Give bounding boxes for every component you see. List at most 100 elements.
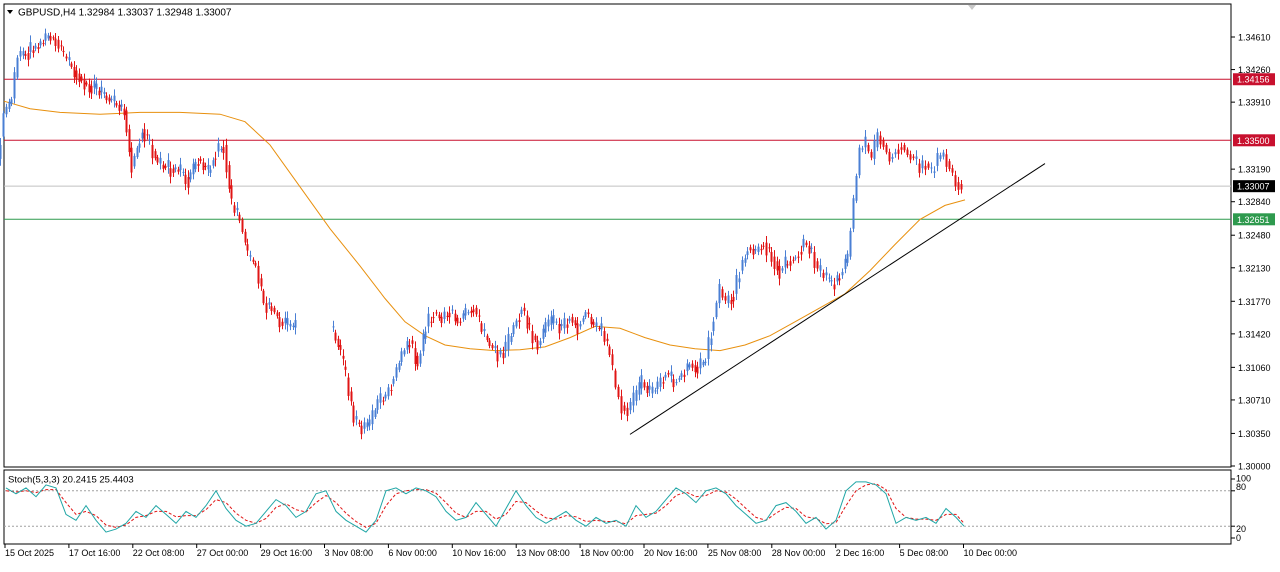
candle-body — [138, 143, 141, 148]
candle-body — [805, 242, 808, 246]
candle-body — [88, 84, 91, 93]
candle-body — [128, 129, 131, 153]
current-price-label: 1.33007 — [1237, 182, 1270, 192]
candle-body — [209, 169, 212, 173]
candle-body — [861, 148, 864, 150]
trend-line[interactable] — [629, 163, 1046, 435]
symbol-dropdown-icon[interactable] — [7, 10, 13, 14]
candle-body — [443, 311, 446, 319]
candle-body — [550, 316, 553, 325]
candle-body — [392, 378, 395, 384]
candle-body — [355, 416, 358, 420]
candle-body — [833, 284, 836, 290]
candle-body — [903, 144, 906, 151]
price-tick-label: 1.32480 — [1238, 231, 1271, 241]
symbol-info: GBPUSD,H4 1.32984 1.33037 1.32948 1.3300… — [18, 8, 232, 19]
candle-body — [744, 258, 747, 263]
candle-body — [870, 151, 873, 158]
candle-body — [608, 346, 611, 355]
price-panel[interactable] — [3, 3, 1232, 468]
candle-body — [721, 289, 724, 298]
stoch-level-0: 0 — [1236, 533, 1241, 543]
candle-body — [85, 82, 88, 85]
candle-body — [776, 261, 779, 271]
candle-body — [182, 171, 185, 173]
candle-body — [852, 198, 855, 229]
candle-body — [202, 162, 205, 170]
candle-body — [446, 315, 449, 317]
candle-body — [459, 321, 462, 323]
candle-body — [57, 39, 60, 49]
candle-body — [29, 42, 32, 52]
candle-body — [773, 256, 776, 269]
candle-body — [587, 312, 590, 315]
candle-body — [199, 158, 202, 162]
candle-body — [858, 147, 861, 176]
candle-body — [54, 38, 57, 46]
candle-body — [456, 317, 459, 324]
candle-body — [42, 43, 45, 45]
candle-body — [233, 205, 236, 213]
candle-body — [177, 169, 180, 172]
candle-body — [268, 302, 271, 305]
candle-body — [270, 306, 273, 312]
candle-body — [590, 317, 593, 325]
candle-body — [204, 165, 207, 168]
candle-body — [276, 312, 279, 317]
candle-body — [927, 163, 930, 168]
candle-body — [448, 312, 451, 318]
candle-body — [451, 309, 454, 311]
candle-body — [813, 251, 816, 268]
candle-body — [867, 144, 870, 152]
time-tick-label: 22 Oct 08:00 — [133, 548, 185, 558]
candle-body — [141, 132, 144, 139]
scroll-marker-icon[interactable] — [968, 5, 976, 10]
candle-body — [73, 67, 76, 78]
candle-body — [432, 317, 435, 319]
candle-body — [115, 103, 118, 106]
stoch-level-80: 80 — [1236, 482, 1246, 492]
candle-body — [19, 51, 22, 57]
candle-body — [855, 175, 858, 201]
candle-body — [707, 337, 710, 359]
price-tick-label: 1.30000 — [1238, 462, 1271, 472]
stochastic-panel[interactable] — [3, 469, 1232, 545]
candle-body — [571, 317, 574, 323]
candle-body — [98, 90, 101, 96]
candle-body — [159, 157, 162, 164]
current-price-tag — [1233, 180, 1275, 193]
candle-body — [579, 324, 582, 327]
candle-body — [620, 396, 623, 414]
candle-body — [499, 350, 502, 355]
candle-body — [408, 345, 411, 348]
candle-body — [909, 154, 912, 160]
candle-body — [414, 348, 417, 364]
candle-body — [430, 321, 433, 323]
candle-body — [574, 320, 577, 326]
candle-body — [686, 363, 689, 372]
candle-body — [715, 302, 718, 318]
candle-body — [746, 251, 749, 256]
candle-body — [358, 422, 361, 425]
candle-body — [582, 318, 585, 322]
candle-body — [675, 382, 678, 384]
candle-body — [672, 379, 675, 388]
time-tick-label: 2 Dec 16:00 — [836, 548, 885, 558]
candle-body — [802, 238, 805, 248]
candle-body — [110, 98, 113, 100]
candle-body — [680, 373, 683, 378]
candle-body — [638, 382, 641, 395]
candle-body — [534, 335, 537, 341]
candle-body — [542, 328, 545, 339]
candle-body — [948, 161, 951, 169]
candle-body — [936, 153, 939, 166]
candle-body — [387, 387, 390, 397]
candle-body — [488, 340, 491, 346]
candle-body — [694, 365, 697, 373]
time-tick-label: 27 Oct 00:00 — [197, 548, 249, 558]
candle-body — [334, 332, 337, 341]
candle-body — [95, 83, 98, 90]
candle-body — [520, 309, 523, 315]
candle-body — [83, 79, 86, 90]
